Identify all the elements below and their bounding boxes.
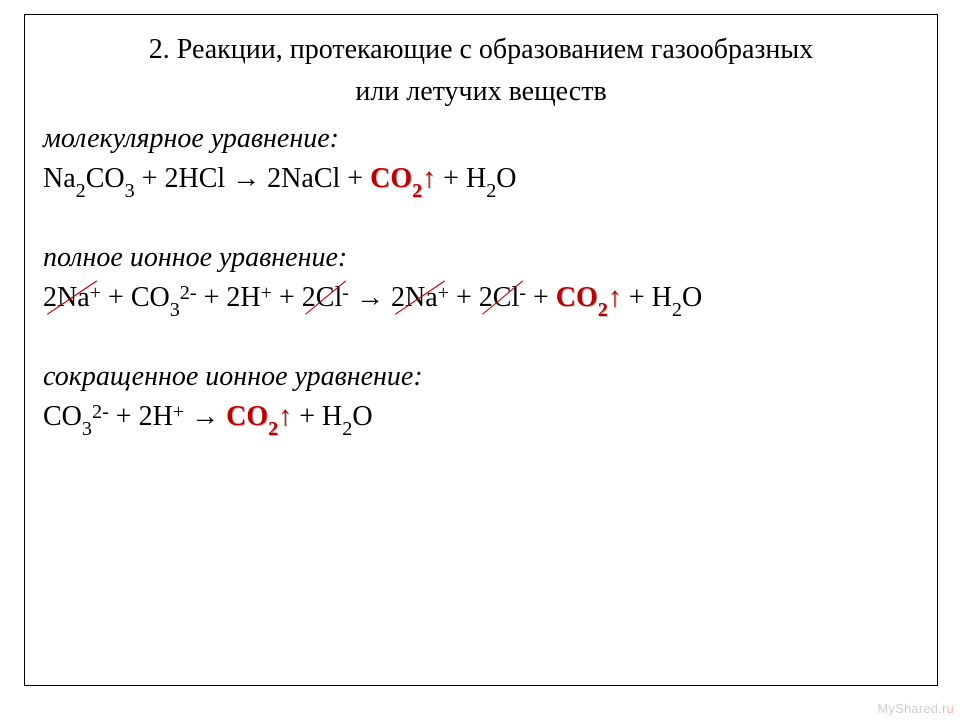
spectator-2na-left: 2Na+ (43, 278, 101, 317)
equation-net-ionic: CO32- + 2H+ → CO2↑ + H2O (43, 397, 919, 440)
spectator-2cl-left: 2Cl- (302, 278, 349, 317)
watermark-text: MyShared (877, 701, 938, 716)
label-molecular: молекулярное уравнение: (43, 123, 919, 155)
slide: 2. Реакции, протекающие с образованием г… (0, 0, 960, 720)
gas-product: CO2↑ (556, 282, 622, 313)
watermark: MyShared.ru (877, 701, 954, 716)
spectator-2cl-right: 2Cl- (479, 278, 526, 317)
title-line-2: или летучих веществ (355, 76, 606, 107)
gas-product: CO2↑ (226, 401, 292, 432)
gas-product: CO2↑ (370, 163, 436, 194)
watermark-highlight: .ru (938, 701, 954, 716)
equation-full-ionic: 2Na+ + CO32- + 2H+ + 2Cl- → 2Na+ + 2Cl- … (43, 278, 919, 321)
content-frame: 2. Реакции, протекающие с образованием г… (24, 14, 938, 686)
title-line-1: 2. Реакции, протекающие с образованием г… (149, 34, 813, 65)
equation-molecular: Na2CO3 + 2HCl → 2NaCl + CO2↑ + H2O (43, 159, 919, 202)
spectator-2na-right: 2Na+ (391, 278, 449, 317)
label-full-ionic: полное ионное уравнение: (43, 242, 919, 274)
section-title: 2. Реакции, протекающие с образованием г… (43, 29, 919, 113)
label-net-ionic: сокращенное ионное уравнение: (43, 361, 919, 393)
